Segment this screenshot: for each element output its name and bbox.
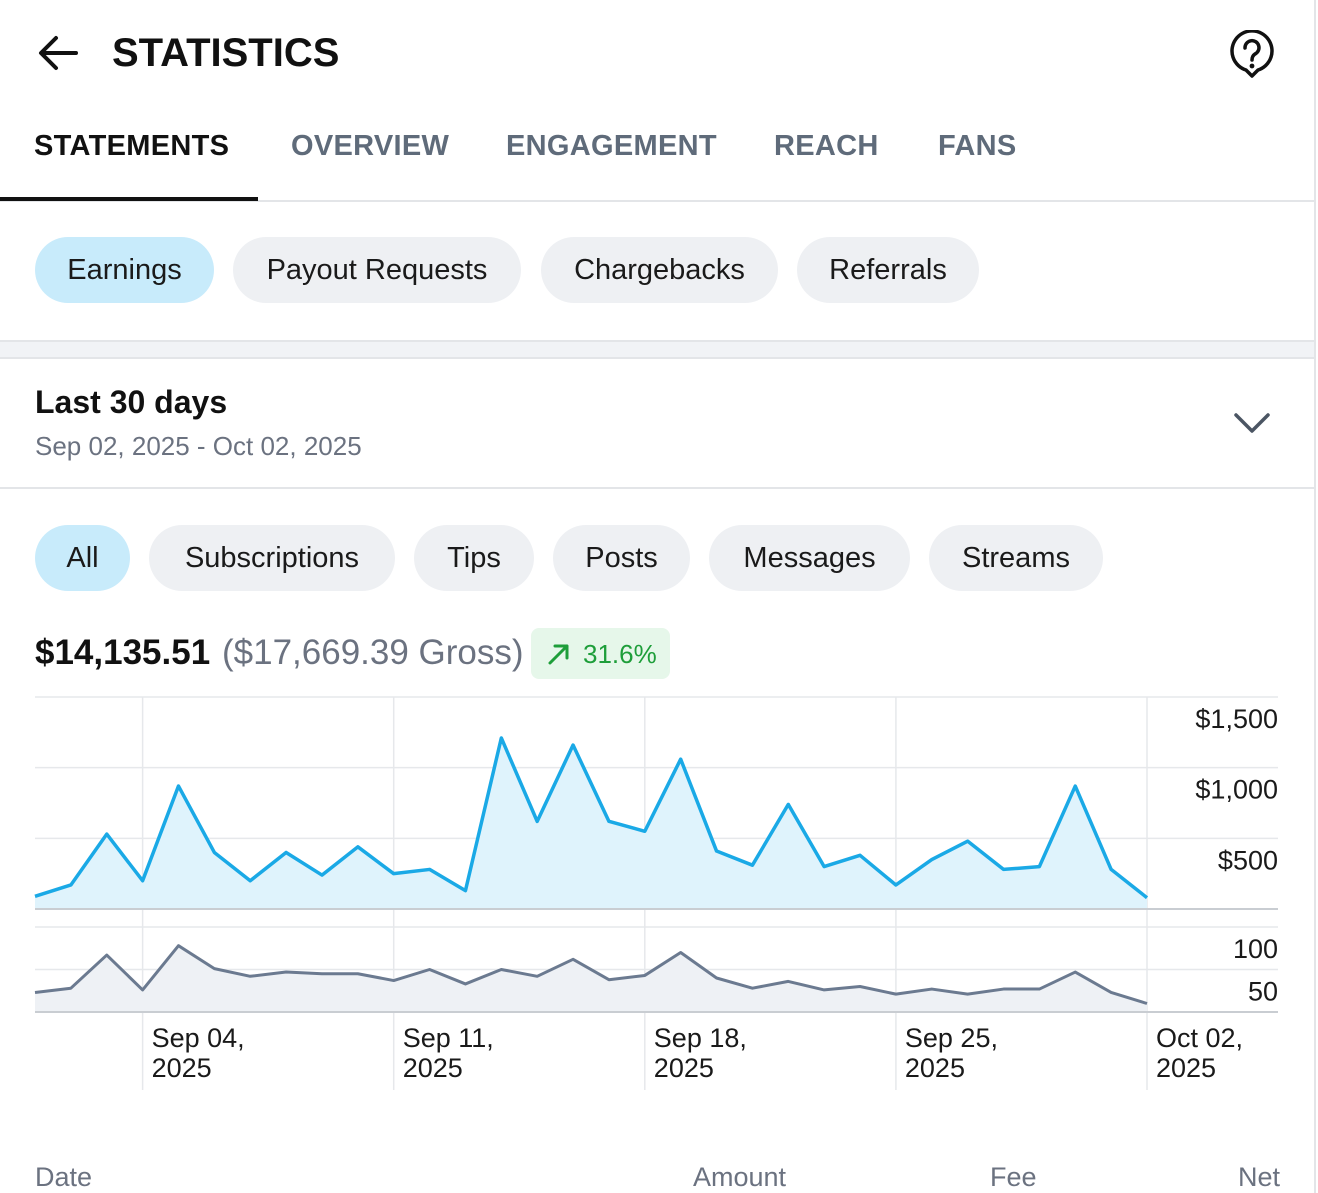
y-tick-label: $1,000 bbox=[1195, 775, 1278, 805]
range-divider bbox=[0, 487, 1314, 489]
area bbox=[35, 945, 1147, 1012]
line bbox=[34, 736, 1149, 900]
area bbox=[35, 737, 1147, 909]
filter-chip[interactable]: Messages bbox=[709, 525, 910, 591]
column-header: Net bbox=[1237, 1162, 1280, 1192]
trend-up-icon bbox=[548, 644, 569, 665]
filter-chip[interactable]: Posts bbox=[553, 525, 690, 591]
range-title[interactable]: Last 30 days bbox=[35, 384, 228, 420]
x-tick-label: Oct 02, 2025 bbox=[1156, 1023, 1243, 1083]
help-button[interactable] bbox=[1228, 30, 1278, 82]
tab[interactable]: ENGAGEMENT bbox=[506, 130, 717, 162]
back-button[interactable] bbox=[36, 32, 80, 76]
column-header: Fee bbox=[990, 1162, 1037, 1192]
filter-chip[interactable]: All bbox=[35, 525, 130, 591]
page-title: STATISTICS bbox=[112, 31, 340, 75]
net-total: $14,135.51 bbox=[35, 633, 211, 672]
change-value: 31.6% bbox=[583, 639, 657, 669]
x-tick-label: Sep 25, 2025 bbox=[905, 1023, 998, 1083]
y-tick-label: 50 bbox=[1248, 977, 1278, 1007]
active-tab-indicator bbox=[0, 197, 258, 201]
x-tick-label: Sep 04, 2025 bbox=[152, 1023, 245, 1083]
range-dropdown[interactable] bbox=[1232, 410, 1272, 436]
filter-chip[interactable]: Streams bbox=[929, 525, 1103, 591]
filter-chip[interactable]: Subscriptions bbox=[149, 525, 395, 591]
line bbox=[34, 944, 1148, 1005]
column-header: Amount bbox=[693, 1162, 787, 1192]
x-tick-label: Sep 11, 2025 bbox=[403, 1023, 494, 1083]
x-tick-label: Sep 18, 2025 bbox=[654, 1023, 747, 1083]
tabs-divider bbox=[0, 200, 1314, 202]
y-tick-label: 100 bbox=[1233, 934, 1278, 964]
change-badge: 31.6% bbox=[531, 628, 670, 679]
tab[interactable]: STATEMENTS bbox=[34, 130, 230, 162]
earnings-charts: $500 $1,000 $1,500 50 100 Sep 04, 2025 Sep 11, 2… bbox=[34, 696, 1278, 1090]
gross-total: ($17,669.39 Gross) bbox=[222, 633, 524, 672]
chip[interactable]: Earnings bbox=[35, 237, 214, 303]
y-tick-label: $500 bbox=[1218, 845, 1278, 875]
chip[interactable]: Chargebacks bbox=[541, 237, 778, 303]
filter-chip[interactable]: Tips bbox=[414, 525, 534, 591]
y-tick-label: $1,500 bbox=[1195, 704, 1278, 734]
chip[interactable]: Payout Requests bbox=[233, 237, 521, 303]
section-separator bbox=[0, 340, 1314, 359]
column-header: Date bbox=[35, 1162, 93, 1192]
tab[interactable]: REACH bbox=[774, 130, 879, 162]
tab[interactable]: OVERVIEW bbox=[291, 130, 450, 162]
tab[interactable]: FANS bbox=[938, 130, 1017, 162]
chip[interactable]: Referrals bbox=[797, 237, 979, 303]
range-dates: Sep 02, 2025 - Oct 02, 2025 bbox=[35, 431, 362, 461]
